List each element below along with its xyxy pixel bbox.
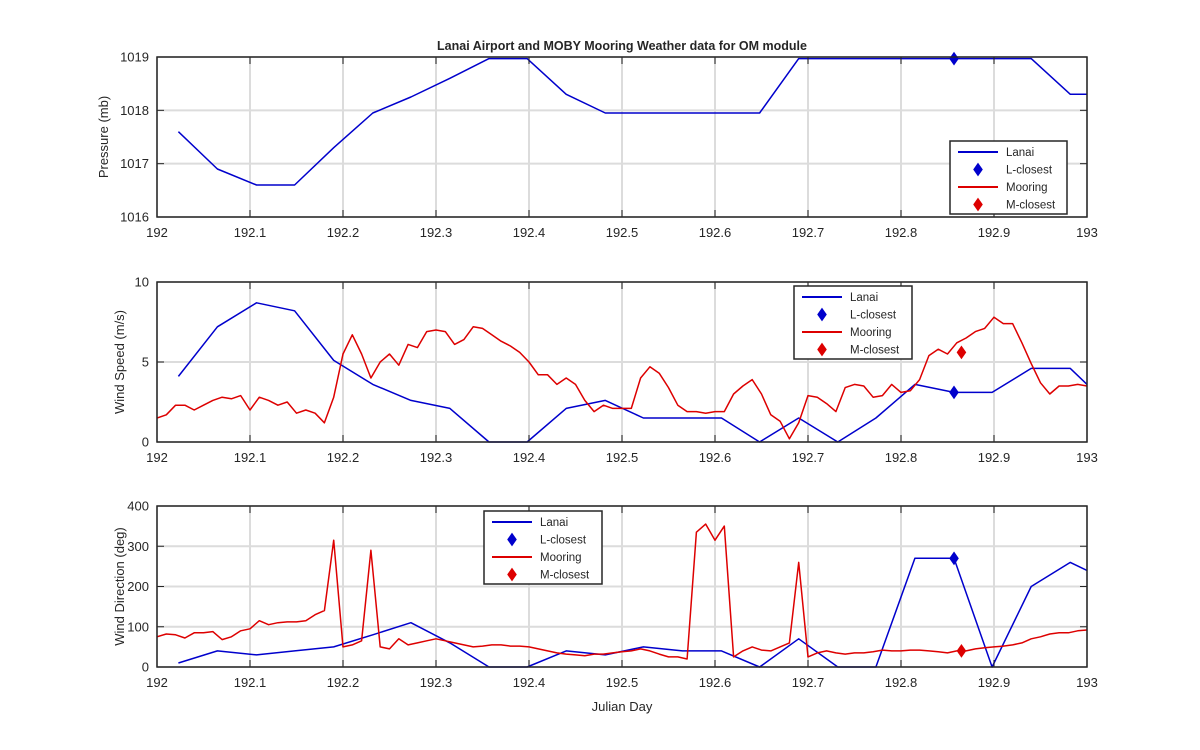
legend: Lanai L-closest Mooring M-closest xyxy=(483,510,603,585)
legend: Lanai L-closest Mooring M-closest xyxy=(949,140,1068,215)
marker-m-closest xyxy=(956,644,967,658)
y-tick-label: 0 xyxy=(142,435,149,450)
subplot-3: 192 192.1 192.2 192.3 192.4 192.5 192.6 192.7 19… xyxy=(112,499,1098,691)
series-line-mooring xyxy=(157,316,1087,440)
y-tick-label: 100 xyxy=(127,619,149,634)
legend-label-lanai: Lanai xyxy=(540,517,568,529)
legend-marker-l-closest xyxy=(507,532,517,547)
y-tick-label: 400 xyxy=(127,499,149,514)
subplots-group: 192 192.1 192.2 192.3 192.4 192.5 192.6 192.7 19… xyxy=(96,50,1098,691)
x-axis-label: Julian Day xyxy=(592,699,653,714)
x-tick-label: 192.3 xyxy=(420,225,453,240)
legend-box xyxy=(483,510,603,585)
x-tick-label: 192.4 xyxy=(513,225,546,240)
x-tick-label: 192.2 xyxy=(327,225,360,240)
x-tick-label: 192.7 xyxy=(792,450,825,465)
y-tick-label: 1017 xyxy=(120,156,149,171)
legend-box xyxy=(949,140,1068,215)
legend-label-m-closest: M-closest xyxy=(850,345,900,357)
x-tick-label: 192.1 xyxy=(234,450,267,465)
y-tick-label: 1019 xyxy=(120,50,149,65)
x-tick-label: 192.6 xyxy=(699,450,732,465)
x-tick-label: 193 xyxy=(1076,675,1098,690)
y-tick-label: 1016 xyxy=(120,210,149,225)
x-tick-label: 192.4 xyxy=(513,675,546,690)
y-tick-label: 300 xyxy=(127,539,149,554)
x-tick-label: 192.8 xyxy=(885,225,918,240)
x-tick-label: 192.9 xyxy=(978,225,1011,240)
x-tick-label: 192.2 xyxy=(327,675,360,690)
y-tick-label: 1018 xyxy=(120,103,149,118)
x-tick-label: 192.3 xyxy=(420,675,453,690)
marker-l-closest xyxy=(949,385,959,400)
x-tick-label: 192.8 xyxy=(885,675,918,690)
x-tick-label: 192.9 xyxy=(978,675,1011,690)
marker-l-closest xyxy=(949,551,959,566)
y-axis-label: Wind Direction (deg) xyxy=(112,527,127,646)
legend-label-mooring: Mooring xyxy=(850,327,892,339)
legend-label-l-closest: L-closest xyxy=(540,535,587,547)
legend: Lanai L-closest Mooring M-closest xyxy=(793,285,913,360)
legend-marker-l-closest xyxy=(973,162,983,177)
legend-label-l-closest: L-closest xyxy=(1006,165,1053,177)
x-tick-label: 192.7 xyxy=(792,675,825,690)
x-tick-label: 192.6 xyxy=(699,225,732,240)
x-tick-label: 193 xyxy=(1076,225,1098,240)
y-tick-label: 200 xyxy=(127,579,149,594)
x-tick-label: 192.5 xyxy=(606,675,639,690)
legend-marker-m-closest xyxy=(507,567,517,582)
figure-title: Lanai Airport and MOBY Mooring Weather d… xyxy=(437,39,807,53)
x-tick-label: 192.2 xyxy=(327,450,360,465)
x-tick-label: 193 xyxy=(1076,450,1098,465)
y-tick-label: 0 xyxy=(142,660,149,675)
x-tick-label: 192.3 xyxy=(420,450,453,465)
subplot-1: 192 192.1 192.2 192.3 192.4 192.5 192.6 192.7 19… xyxy=(96,50,1098,241)
legend-label-l-closest: L-closest xyxy=(850,310,897,322)
legend-marker-m-closest xyxy=(973,197,983,212)
x-tick-label: 192.7 xyxy=(792,225,825,240)
x-tick-label: 192 xyxy=(146,675,168,690)
legend-label-mooring: Mooring xyxy=(540,552,582,564)
x-tick-label: 192 xyxy=(146,450,168,465)
x-tick-label: 192.1 xyxy=(234,225,267,240)
y-axis-label: Pressure (mb) xyxy=(96,96,111,178)
legend-label-lanai: Lanai xyxy=(1006,147,1034,159)
y-tick-label: 10 xyxy=(135,275,149,290)
legend-marker-m-closest xyxy=(817,342,827,357)
legend-box xyxy=(793,285,913,360)
x-tick-label: 192.9 xyxy=(978,450,1011,465)
legend-label-m-closest: M-closest xyxy=(540,570,590,582)
legend-marker-l-closest xyxy=(817,307,827,322)
x-tick-label: 192.8 xyxy=(885,450,918,465)
x-tick-label: 192.5 xyxy=(606,225,639,240)
x-tick-label: 192.6 xyxy=(699,675,732,690)
x-tick-label: 192.4 xyxy=(513,450,546,465)
x-tick-label: 192 xyxy=(146,225,168,240)
series-line-mooring xyxy=(157,523,1087,660)
legend-label-mooring: Mooring xyxy=(1006,182,1048,194)
x-tick-label: 192.1 xyxy=(234,675,267,690)
subplot-2: 192 192.1 192.2 192.3 192.4 192.5 192.6 192.7 19… xyxy=(112,275,1098,466)
marker-m-closest xyxy=(956,345,967,360)
x-tick-label: 192.5 xyxy=(606,450,639,465)
y-axis-label: Wind Speed (m/s) xyxy=(112,310,127,414)
legend-label-m-closest: M-closest xyxy=(1006,200,1056,212)
y-tick-label: 5 xyxy=(142,355,149,370)
legend-label-lanai: Lanai xyxy=(850,292,878,304)
